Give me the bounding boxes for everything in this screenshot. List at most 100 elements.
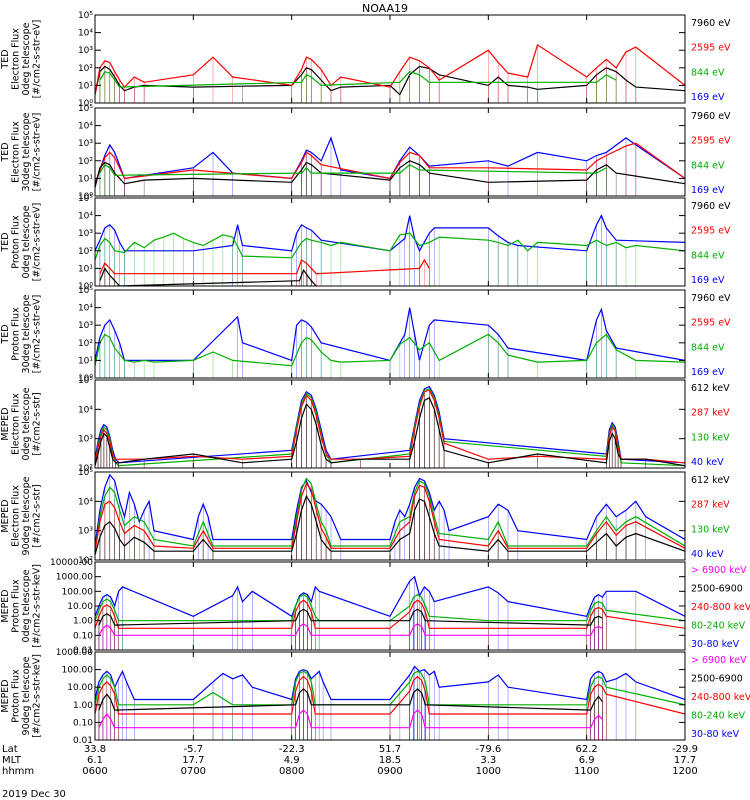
legend-entry: 2595 eV [691, 318, 731, 329]
y-axis-label-line: [#/cm2-s-str-keV] [32, 654, 43, 738]
y-tick-label: 10⁴ [78, 497, 93, 507]
legend-entry: 287 keV [691, 500, 730, 511]
y-tick-label: 10² [78, 64, 93, 74]
legend-entry: 844 eV [691, 160, 725, 171]
y-axis-label-line: TED [0, 324, 11, 344]
y-axis-label: TEDProton Flux30deg telescope[#/cm2-s-st… [0, 294, 43, 373]
legend-entry: 80-240 keV [691, 711, 746, 722]
panel-1: 10⁰ 10¹ 10² 10³ 10⁴ 10⁵ TEDElectron Flux0deg t… [0, 11, 731, 109]
x-axis-value: 62.2 [576, 744, 598, 755]
y-tick-label: 10⁵ [78, 11, 93, 21]
y-axis-label-line: MEPED [0, 499, 11, 532]
y-axis-label-line: [#/cm2-s-str-eV] [32, 203, 43, 282]
series-line-4 [99, 267, 317, 286]
series-group [95, 473, 685, 560]
y-tick-label: 10⁴ [78, 122, 93, 132]
panel-7: 0.01 0.10 1.00 10.00 100.00 1000.00 10000.00 ME… [0, 558, 750, 656]
y-tick-label: 10² [78, 339, 93, 349]
y-tick-label: 10¹ [78, 356, 93, 366]
y-axis-label-line: Proton Flux [11, 215, 22, 269]
y-tick-label: 10⁰ [78, 282, 93, 292]
legend-entry: 7960 eV [691, 293, 731, 304]
y-axis-label: TEDElectron Flux0deg telescope[#/cm2-s-s… [0, 20, 43, 99]
series-line-1 [95, 665, 685, 701]
y-tick-label: 10.00 [67, 602, 93, 612]
y-tick-label: 10³ [78, 139, 93, 149]
legend-entry: 2595 eV [691, 226, 731, 237]
y-tick-label: 10³ [78, 321, 93, 331]
y-tick-label: 10³ [78, 527, 93, 537]
y-tick-label: 0.01 [73, 646, 93, 656]
series-line-1 [95, 65, 685, 96]
y-axis-label: MEPEDProton Flux0deg telescope[#/cm2-s-s… [0, 564, 43, 648]
series-line-4 [98, 608, 603, 626]
series-line-3 [95, 389, 685, 464]
y-axis-label-line: MEPED [0, 589, 11, 622]
y-axis-label-line: [#/cm2-s-str-keV] [32, 564, 43, 648]
y-tick-label: 10⁰ [78, 192, 93, 202]
x-axis-value: -29.9 [672, 744, 698, 755]
y-tick-label: 10⁵ [78, 468, 93, 478]
legend-entry: 40 keV [691, 457, 724, 468]
x-axis-value: 6.1 [87, 755, 103, 766]
y-tick-label: 10⁵ [78, 194, 93, 204]
legend-entry: 30-80 keV [691, 639, 740, 650]
y-axis-label-line: 0deg telescope [21, 22, 32, 95]
y-tick-label: 10² [78, 556, 93, 566]
x-axis-value: -22.3 [279, 744, 305, 755]
x-axis-value: 0800 [279, 766, 304, 777]
x-axis-value: -79.6 [475, 744, 501, 755]
legend-entry: 844 eV [691, 250, 725, 261]
series-line-5 [98, 623, 603, 636]
y-tick-label: 100.00 [62, 587, 94, 597]
panel-2: 10⁰ 10¹ 10² 10³ 10⁴ 10⁵ TEDElectron Flux30deg … [0, 104, 731, 202]
y-tick-label: 10² [78, 157, 93, 167]
y-tick-label: 10¹ [78, 264, 93, 274]
y-tick-label: 1000.00 [56, 573, 93, 583]
legend-entry: 287 keV [691, 408, 730, 419]
legend-entry: 2500-6900 [691, 584, 743, 595]
legend-entry: 30-80 keV [691, 729, 740, 740]
y-tick-label: 0.01 [73, 736, 93, 746]
y-axis-label-line: [#/cm2-s-str-eV] [32, 295, 43, 374]
y-tick-label: 10² [78, 464, 93, 474]
x-axis-value: 17.7 [182, 755, 204, 766]
series-line-2 [95, 388, 685, 467]
y-tick-label: 10³ [78, 46, 93, 56]
series-group [95, 307, 685, 378]
x-axis-value: 6.9 [579, 755, 595, 766]
y-tick-label: 100.00 [62, 666, 94, 676]
x-axis-value: 1000 [476, 766, 501, 777]
legend-entry: 169 eV [691, 185, 725, 196]
series-group [95, 43, 685, 103]
y-tick-label: 10000.00 [50, 558, 93, 568]
legend-entry: 7960 eV [691, 111, 731, 122]
series-group [95, 665, 685, 740]
legend-entry: 130 keV [691, 432, 730, 443]
legend-entry: 7960 eV [691, 201, 731, 212]
series-line-2 [95, 232, 685, 261]
y-axis-label-line: MEPED [0, 679, 11, 712]
legend-entry: > 6900 keV [691, 655, 747, 666]
series-group [95, 575, 685, 650]
y-axis-label-line: Proton Flux [11, 307, 22, 361]
y-tick-label: 10³ [78, 435, 93, 445]
x-axis-value: 1100 [574, 766, 599, 777]
panel-8: 0.01 0.10 1.00 10.00 100.00 1000.00 MEPEDProto… [0, 648, 750, 746]
x-axis-value: 4.9 [284, 755, 300, 766]
legend-entry: 130 keV [691, 524, 730, 535]
y-axis-label-line: TED [0, 49, 11, 69]
series-line-4 [95, 396, 685, 467]
y-axis-label-line: 30deg telescope [21, 112, 32, 191]
x-axis-value: 51.7 [379, 744, 401, 755]
y-tick-label: 10⁴ [78, 212, 93, 222]
series-line-1 [95, 307, 685, 362]
legend-entry: 169 eV [691, 367, 725, 378]
series-line-3 [99, 70, 617, 88]
x-axis-labels: Lat 33.8 -5.7 -22.3 51.7 -79.6 62.2 -29.9 MLT 6.1… [2, 744, 698, 777]
legend-entry: 2595 eV [691, 136, 731, 147]
x-axis-value: 0600 [82, 766, 107, 777]
y-axis-label-line: Electron Flux [11, 28, 22, 90]
series-line-2 [95, 593, 685, 622]
